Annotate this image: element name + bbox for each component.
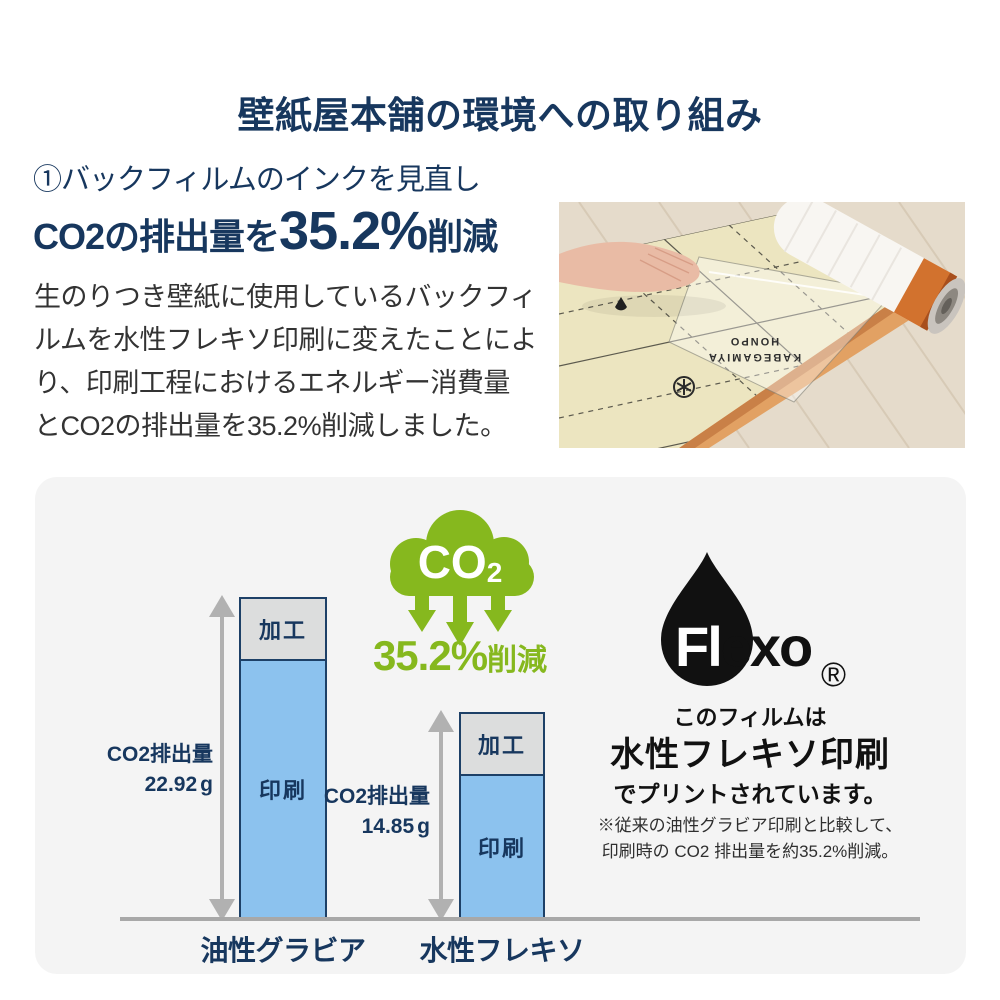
registered-mark: ®	[821, 656, 846, 694]
down-arrows-icon	[408, 592, 512, 646]
printed-flexo-mark	[615, 297, 627, 311]
measure-arrow-left	[209, 595, 235, 921]
body-line: 生のりつき壁紙に使用しているバックフィ	[34, 282, 537, 312]
flexo-footnote-2: 印刷時の CO2 排出量を約35.2%削減。	[601, 842, 899, 861]
hand	[559, 241, 726, 317]
flexo-wordmark: Flexo	[675, 615, 812, 678]
bar-oil-gravure: 加工 印刷	[239, 597, 327, 919]
reduction-percent: 35.2%	[372, 632, 488, 679]
headline-percent: 35.2%	[279, 201, 428, 261]
headline-suffix: 削減	[427, 216, 498, 257]
cloud-co2-text: CO2	[418, 536, 503, 588]
emission-label-left: CO2排出量 22.92 g	[88, 740, 213, 801]
wallpaper-roll	[773, 202, 965, 334]
bar-water-flexo: 加工 印刷	[459, 712, 545, 919]
body-line: ルムを水性フレキソ印刷に変えたことによ	[34, 325, 537, 355]
section-heading: ①バックフィルムのインクを見直し	[33, 164, 481, 196]
chart-baseline	[120, 917, 920, 921]
flexo-logo: Flexo ®	[661, 552, 846, 694]
segment-processing: 加工	[461, 714, 543, 776]
flexo-line-3: でプリントされています。	[613, 781, 887, 807]
emission-value: 14.85 g	[361, 815, 430, 839]
segment-label: 加工	[477, 733, 526, 758]
film-logo-stamp	[673, 376, 695, 398]
segment-label: 印刷	[477, 835, 526, 861]
flexo-line-1: このフィルムは	[673, 705, 827, 730]
body-line: とCO2の排出量を35.2%削減しました。	[34, 411, 507, 441]
co2-reduction-headline: CO2の排出量を 35.2% 削減	[33, 200, 498, 262]
emission-caption: CO2排出量	[323, 785, 430, 808]
co2-cloud-icon: CO2	[390, 510, 534, 646]
measure-arrow-right	[428, 710, 454, 921]
flexo-footnote-1: ※従来の油性グラビア印刷と比較して、	[597, 816, 903, 835]
transparent-film	[668, 256, 895, 403]
segment-label: 加工	[258, 618, 307, 643]
segment-printing: 印刷	[241, 661, 325, 917]
emission-label-right: CO2排出量 14.85 g	[305, 782, 430, 843]
body-paragraph: 生のりつき壁紙に使用しているバックフィ ルムを水性フレキソ印刷に変えたことによ …	[34, 276, 554, 448]
headline-prefix: CO2の排出量を	[33, 216, 280, 257]
body-line: り、印刷工程におけるエネルギー消費量	[34, 368, 510, 398]
flexo-line-2: 水性フレキソ印刷	[610, 736, 890, 774]
category-label-oil-gravure: 油性グラビア	[200, 935, 366, 966]
emission-value: 22.92 g	[144, 773, 213, 797]
film-print-text: HONPO	[729, 335, 779, 347]
emission-caption: CO2排出量	[106, 743, 213, 766]
segment-printing: 印刷	[461, 776, 543, 917]
segment-processing: 加工	[241, 599, 325, 661]
segment-label: 印刷	[258, 778, 307, 803]
droplet-icon	[661, 552, 753, 686]
reduction-badge: 35.2%削減	[360, 632, 560, 680]
page-title: 壁紙屋本舗の環境への取り組み	[237, 94, 763, 136]
film-print-text: KABEGAMIYA	[707, 351, 801, 363]
product-photo: KABEGAMIYA HONPO	[559, 202, 965, 448]
category-label-water-flexo: 水性フレキソ	[419, 935, 585, 966]
reduction-suffix: 削減	[487, 644, 548, 677]
